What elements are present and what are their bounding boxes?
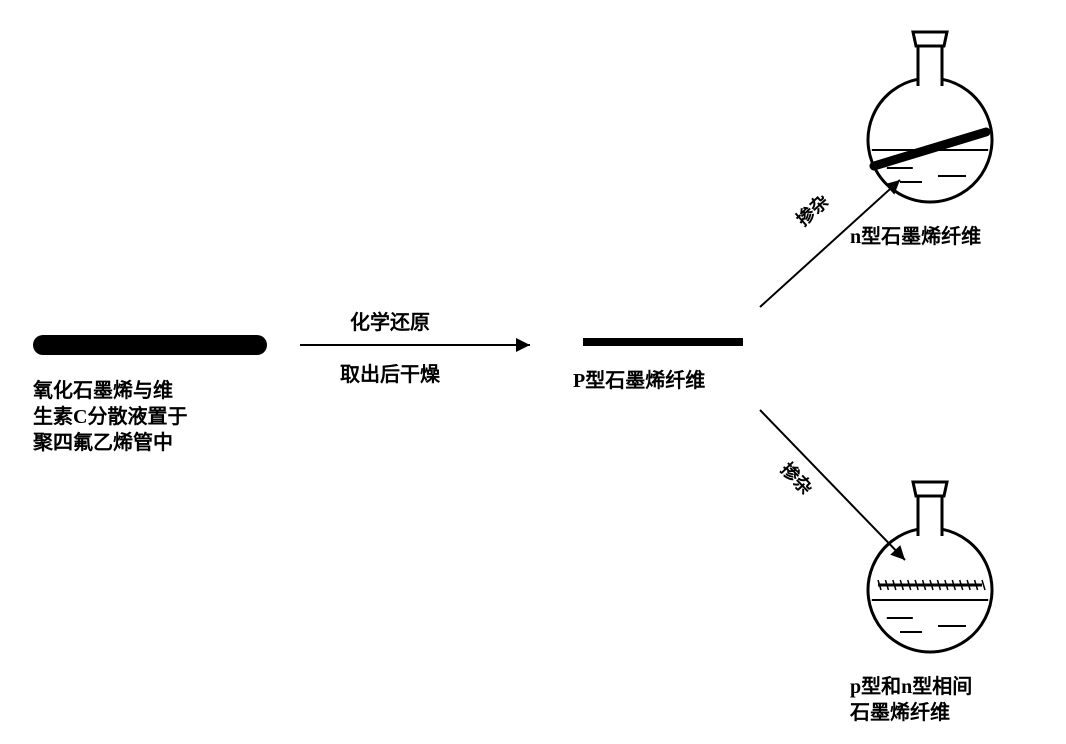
- n-type-fiber-label: n型石墨烯纤维: [850, 224, 981, 250]
- start-fiber-bar: [33, 335, 267, 355]
- arrow-main-head: [516, 338, 530, 352]
- p-type-fiber-bar: [583, 338, 743, 346]
- arrow-down-head: [890, 545, 905, 560]
- arrow-up-head: [885, 180, 900, 195]
- arrow-main-bottom-label: 取出后干燥: [340, 362, 440, 388]
- arrow-down-label: 掺杂: [775, 458, 817, 500]
- arrow-up-label: 掺杂: [792, 190, 834, 231]
- start-material-label: 氧化石墨烯与维 生素C分散液置于 聚四氟乙烯管中: [33, 378, 187, 456]
- arrow-down: [760, 410, 905, 560]
- flask-top-icon: [868, 32, 992, 202]
- p-type-fiber-label: P型石墨烯纤维: [573, 368, 705, 394]
- diagram-canvas: [0, 0, 1066, 744]
- pn-alternating-fiber-label: p型和n型相间 石墨烯纤维: [850, 674, 972, 726]
- flask-bottom-icon: [868, 482, 992, 652]
- arrow-main-top-label: 化学还原: [350, 310, 430, 336]
